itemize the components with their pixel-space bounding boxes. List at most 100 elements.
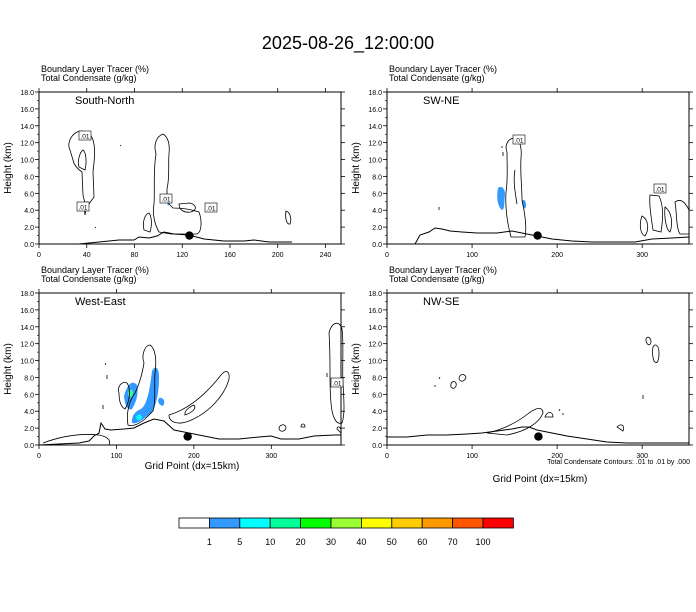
colorbar-swatch bbox=[452, 517, 484, 529]
y-tick-label: 14.0 bbox=[20, 124, 34, 131]
panel-3-header-tracer: Boundary Layer Tracer (%) bbox=[41, 265, 149, 275]
colorbar-label: 1 bbox=[207, 537, 212, 547]
panel-4-x-axis-label: Grid Point (dx=15km) bbox=[493, 474, 588, 485]
colorbar-swatch bbox=[391, 517, 423, 529]
colorbar-swatch bbox=[269, 517, 302, 529]
x-tick-label: 100 bbox=[111, 453, 123, 460]
contour-label-box bbox=[78, 130, 92, 141]
y-tick-label: 18.0 bbox=[20, 291, 34, 298]
x-tick-label: 300 bbox=[265, 453, 277, 460]
terrain-outline bbox=[387, 426, 689, 444]
y-tick-label: 14.0 bbox=[368, 325, 382, 332]
y-tick-label: 18.0 bbox=[368, 291, 382, 298]
y-tick-label: 14.0 bbox=[368, 124, 382, 131]
panel-nw-se: NW-SE 0.0 2.0 4.0 6.0 8.0 10.0 12.0 14.0 16.0 18.0… bbox=[368, 289, 693, 460]
terrain-outline bbox=[39, 231, 292, 245]
contour-label: .01 bbox=[655, 187, 664, 194]
y-tick-label: 4.0 bbox=[372, 208, 382, 215]
panel-south-north: South-North 0.0 2.0 4.0 6.0 8.0 10.0 12.0 14.0 16… bbox=[20, 88, 345, 259]
y-tick-label: 0.0 bbox=[24, 242, 34, 249]
terrain-outline bbox=[387, 227, 690, 245]
colorbar-swatch bbox=[330, 517, 362, 529]
y-tick-label: 6.0 bbox=[372, 191, 382, 198]
y-tick-label: 10.0 bbox=[20, 158, 34, 165]
y-tick-label: 2.0 bbox=[372, 426, 382, 433]
x-tick-label: 0 bbox=[385, 453, 389, 460]
colorbar-label: 40 bbox=[356, 537, 366, 547]
reference-point-marker bbox=[533, 231, 542, 240]
y-tick-label: 8.0 bbox=[24, 174, 34, 181]
x-tick-label: 120 bbox=[176, 252, 188, 259]
y-tick-label: 4.0 bbox=[24, 409, 34, 416]
panel-west-east: West-East 0.0 2.0 4.0 6.0 8.0 10.0 12.0 14.0 16.0… bbox=[20, 289, 345, 460]
colorbar-swatch bbox=[421, 517, 454, 529]
panel-2-header-tracer: Boundary Layer Tracer (%) bbox=[389, 64, 497, 74]
x-tick-label: 0 bbox=[385, 252, 389, 259]
y-tick-label: 0.0 bbox=[372, 443, 382, 450]
colorbar-label: 5 bbox=[237, 537, 242, 547]
y-tick-label: 4.0 bbox=[24, 208, 34, 215]
y-tick-label: 8.0 bbox=[372, 174, 382, 181]
y-tick-label: 10.0 bbox=[368, 359, 382, 366]
section-label: SW-NE bbox=[423, 95, 459, 107]
y-tick-label: 18.0 bbox=[20, 90, 34, 97]
condensate-contours bbox=[434, 336, 660, 436]
y-tick-label: 16.0 bbox=[20, 308, 34, 315]
colorbar-label: 100 bbox=[475, 537, 490, 547]
reference-point-marker bbox=[185, 231, 194, 240]
condensate-contours bbox=[438, 137, 690, 238]
contour-label-box bbox=[653, 183, 667, 194]
y-tick-label: 8.0 bbox=[24, 375, 34, 382]
figure-title: 2025-08-26_12:00:00 bbox=[262, 33, 434, 54]
plot-frame bbox=[38, 292, 342, 446]
contour-label-box bbox=[204, 202, 218, 213]
section-label: NW-SE bbox=[423, 296, 459, 308]
section-label: West-East bbox=[75, 296, 126, 308]
y-tick-label: 12.0 bbox=[368, 342, 382, 349]
y-tick-label: 0.0 bbox=[372, 242, 382, 249]
reference-point-marker bbox=[183, 432, 192, 441]
y-tick-label: 6.0 bbox=[24, 191, 34, 198]
plot-frame bbox=[386, 292, 690, 446]
y-tick-label: 0.0 bbox=[24, 443, 34, 450]
colorbar-label: 60 bbox=[417, 537, 427, 547]
y-tick-label: 12.0 bbox=[20, 342, 34, 349]
y-tick-label: 18.0 bbox=[368, 90, 382, 97]
x-tick-label: 240 bbox=[320, 252, 332, 259]
condensate-contours bbox=[42, 322, 345, 446]
panel-4-header-condensate: Total Condensate (g/kg) bbox=[389, 274, 485, 284]
panel-3-x-axis-label: Grid Point (dx=15km) bbox=[145, 461, 240, 472]
x-tick-label: 200 bbox=[551, 453, 563, 460]
contour-label-box bbox=[330, 377, 344, 388]
y-tick-label: 16.0 bbox=[20, 107, 34, 114]
y-tick-label: 8.0 bbox=[372, 375, 382, 382]
x-tick-label: 100 bbox=[466, 252, 478, 259]
x-tick-label: 300 bbox=[636, 252, 648, 259]
panel-3-header-condensate: Total Condensate (g/kg) bbox=[41, 274, 137, 284]
contour-label: .01 bbox=[514, 138, 523, 145]
contour-label: .01 bbox=[332, 381, 341, 388]
colorbar-label: 10 bbox=[265, 537, 275, 547]
y-tick-label: 2.0 bbox=[24, 225, 34, 232]
reference-point-marker bbox=[534, 432, 543, 441]
tracer-shading bbox=[124, 367, 165, 424]
panel-1-header-tracer: Boundary Layer Tracer (%) bbox=[41, 64, 149, 74]
panel-1-y-axis-label: Height (km) bbox=[3, 142, 14, 194]
colorbar-swatch bbox=[360, 517, 393, 529]
plot-frame bbox=[386, 91, 690, 245]
colorbar-label: 30 bbox=[326, 537, 336, 547]
panel-2-header-condensate: Total Condensate (g/kg) bbox=[389, 73, 485, 83]
colorbar-label: 50 bbox=[387, 537, 397, 547]
plot-frame bbox=[38, 91, 342, 245]
y-tick-label: 14.0 bbox=[20, 325, 34, 332]
terrain-outline bbox=[38, 418, 341, 446]
contour-label-box bbox=[512, 134, 526, 145]
colorbar-swatch bbox=[208, 517, 241, 529]
panel-2-y-axis-label: Height (km) bbox=[351, 142, 362, 194]
y-tick-label: 12.0 bbox=[20, 141, 34, 148]
y-tick-label: 2.0 bbox=[372, 225, 382, 232]
y-tick-label: 10.0 bbox=[368, 158, 382, 165]
colorbar: 1 5 10 20 30 40 50 60 70 100 bbox=[178, 517, 514, 547]
y-tick-label: 4.0 bbox=[372, 409, 382, 416]
